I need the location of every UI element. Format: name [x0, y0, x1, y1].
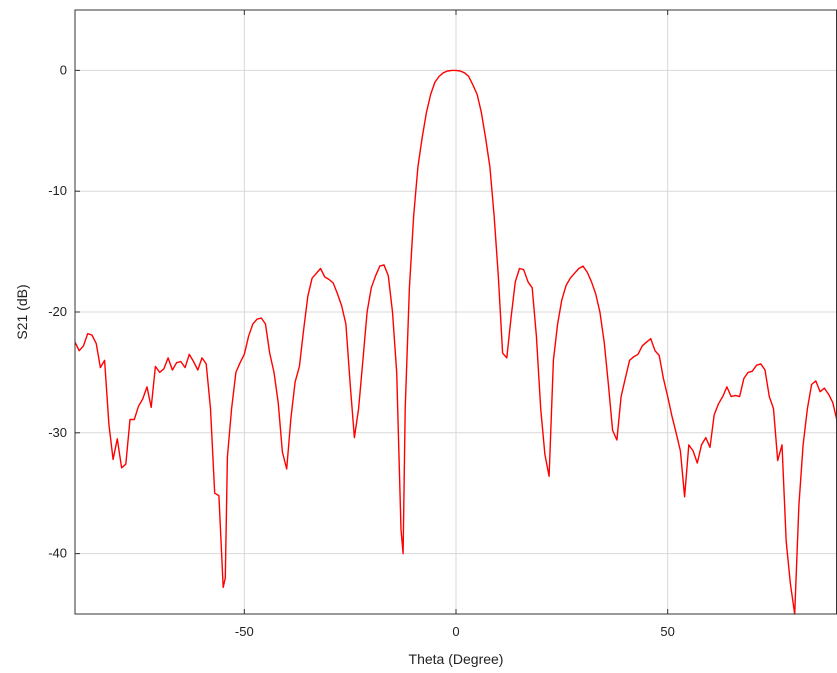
- x-tick-label: 50: [660, 624, 674, 639]
- x-tick-label: -50: [235, 624, 254, 639]
- grid: [75, 10, 837, 614]
- series-line-s21: [74, 69, 837, 615]
- y-tick-label: -10: [48, 183, 67, 198]
- y-tick-label: 0: [60, 62, 67, 77]
- x-tick-label: 0: [452, 624, 459, 639]
- y-axis-label: S21 (dB): [14, 284, 30, 339]
- y-tick-label: -40: [48, 546, 67, 561]
- y-tick-label: -30: [48, 425, 67, 440]
- y-tick-label: -20: [48, 304, 67, 319]
- x-axis-label: Theta (Degree): [409, 651, 504, 667]
- axis-ticks: -50 0 50 0 -10 -20 -30 -40: [48, 10, 675, 639]
